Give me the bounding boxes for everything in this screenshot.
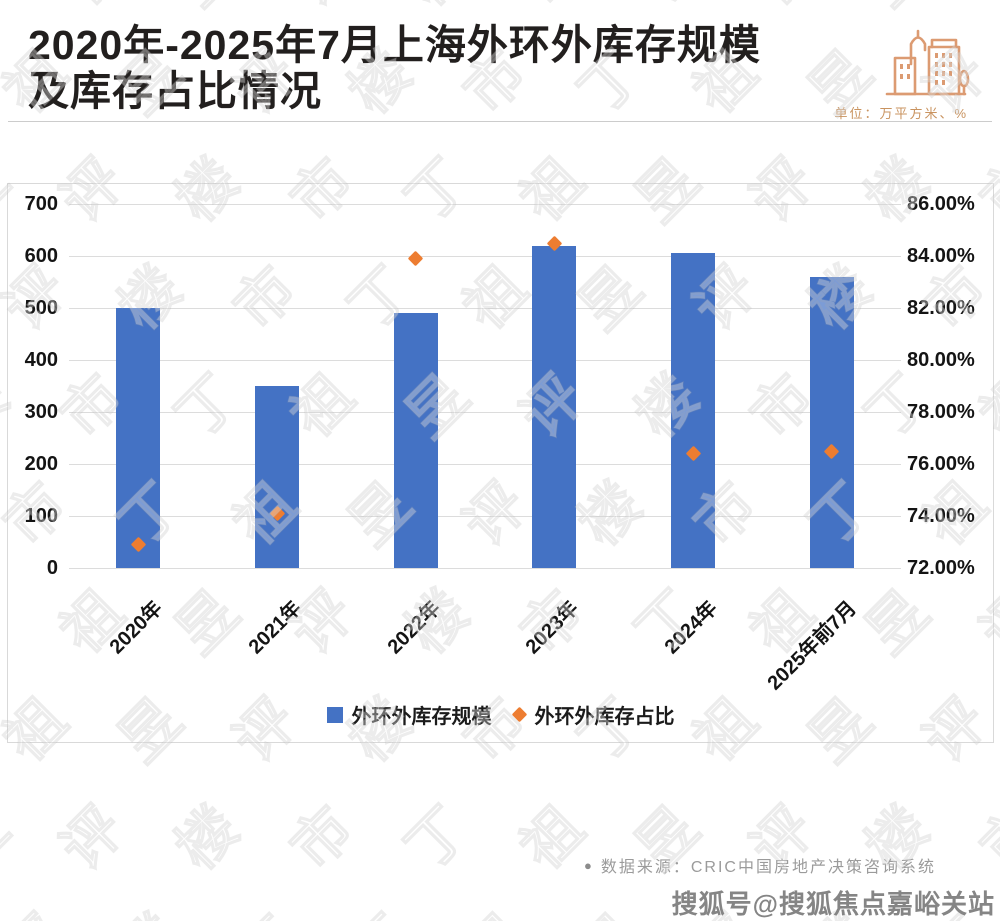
marker-2022年 bbox=[407, 250, 424, 267]
watermark-char: 市 bbox=[220, 901, 310, 921]
right-axis-tick: 84.00% bbox=[907, 245, 975, 267]
left-axis-tick: 200 bbox=[24, 453, 58, 475]
right-axis-tick: 82.00% bbox=[907, 297, 975, 319]
header-divider bbox=[8, 121, 992, 122]
gridline bbox=[69, 411, 901, 413]
watermark-char: 昱 bbox=[565, 901, 655, 921]
bullet-icon: ● bbox=[584, 857, 592, 873]
watermark-char: 昱 bbox=[852, 0, 942, 19]
gridline bbox=[69, 463, 901, 465]
chart-legend: 外环外库存规模 外环外库存占比 bbox=[8, 700, 993, 729]
legend-diamond-swatch bbox=[511, 706, 527, 723]
left-axis-tick: 300 bbox=[24, 401, 58, 423]
watermark-char: 市 bbox=[967, 793, 1000, 883]
buildings-icon bbox=[880, 28, 972, 105]
watermark-char: 楼 bbox=[105, 901, 195, 921]
watermark-char: 祖 bbox=[507, 793, 597, 883]
data-source-text: 数据来源：CRIC中国房地产决策咨询系统 bbox=[600, 859, 936, 876]
watermark-char: 楼 bbox=[162, 793, 252, 883]
left-axis-tick: 700 bbox=[24, 193, 58, 215]
left-axis-tick: 400 bbox=[24, 349, 58, 371]
gridline bbox=[69, 203, 901, 205]
gridline bbox=[69, 567, 901, 569]
watermark-char: 评 bbox=[277, 0, 367, 19]
watermark-char: 丁 bbox=[622, 0, 712, 19]
bar-2024年 bbox=[671, 253, 715, 568]
watermark-char: 市 bbox=[507, 0, 597, 19]
chart-area: 外环外库存规模 外环外库存占比 700 86.00% 600 84.00% 500 82.… bbox=[7, 183, 994, 743]
bar-2020年 bbox=[116, 308, 161, 568]
watermark-char: 评 bbox=[967, 0, 1000, 19]
left-axis-tick: 600 bbox=[24, 245, 58, 267]
gridline bbox=[69, 359, 901, 361]
right-axis-tick: 72.00% bbox=[907, 557, 975, 579]
page-title-line1: 2020年-2025年7月上海外环外库存规模 bbox=[28, 22, 761, 68]
left-axis-tick: 500 bbox=[24, 297, 58, 319]
right-axis-tick: 74.00% bbox=[907, 505, 975, 527]
watermark-char: 昱 bbox=[162, 0, 252, 19]
bar-2023年 bbox=[532, 245, 577, 568]
watermark-char: 市 bbox=[277, 793, 367, 883]
right-axis-tick: 80.00% bbox=[907, 349, 975, 371]
watermark-char: 祖 bbox=[47, 0, 137, 19]
legend-bar-label: 外环外库存规模 bbox=[351, 706, 492, 728]
watermark-char: 评 bbox=[47, 793, 137, 883]
gridline bbox=[69, 515, 901, 517]
bar-2022年 bbox=[393, 313, 438, 568]
watermark-char: 祖 bbox=[450, 901, 540, 921]
left-axis-tick: 0 bbox=[46, 557, 58, 579]
page-title-line2: 及库存占比情况 bbox=[28, 68, 322, 115]
watermark-char: 昱 bbox=[0, 793, 22, 883]
right-axis-tick: 86.00% bbox=[907, 193, 975, 215]
bar-2021年 bbox=[255, 386, 299, 568]
gridline bbox=[69, 255, 901, 257]
watermark-char: 丁 bbox=[392, 793, 482, 883]
bar-2025年前7月 bbox=[809, 276, 854, 568]
sohu-watermark-text: 搜狐号@搜狐焦点嘉峪关站 bbox=[671, 889, 995, 919]
page-title: 2020年-2025年7月上海外环外库存规模 及库存占比情况 bbox=[28, 22, 761, 115]
watermark-char: 丁 bbox=[0, 0, 22, 19]
right-axis-tick: 78.00% bbox=[907, 401, 975, 423]
right-axis-tick: 76.00% bbox=[907, 453, 975, 475]
watermark-char: 丁 bbox=[335, 901, 425, 921]
gridline bbox=[69, 307, 901, 309]
left-axis-tick: 100 bbox=[24, 505, 58, 527]
watermark-char: 祖 bbox=[737, 0, 827, 19]
legend-bar-swatch bbox=[326, 706, 343, 723]
watermark-char: 楼 bbox=[392, 0, 482, 19]
legend-pct-label: 外环外库存占比 bbox=[534, 706, 675, 728]
data-source-note: ● 数据来源：CRIC中国房地产决策咨询系统 bbox=[584, 853, 936, 877]
unit-label: 单位：万平方米、% bbox=[834, 106, 968, 121]
watermark-char: 评 bbox=[0, 901, 80, 921]
